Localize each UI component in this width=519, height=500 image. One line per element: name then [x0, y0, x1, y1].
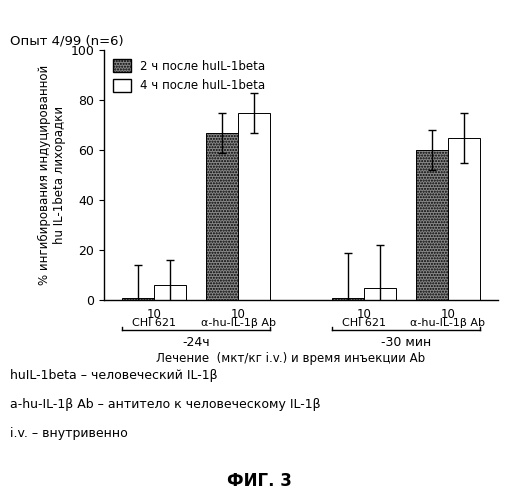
Text: ФИГ. 3: ФИГ. 3 [227, 472, 292, 490]
Text: 10: 10 [147, 308, 161, 320]
Y-axis label: % ингибирования индуцированной
hu IL-1beta лихорадки: % ингибирования индуцированной hu IL-1be… [38, 65, 66, 285]
Bar [416, 150, 448, 300]
Bar [206, 132, 238, 300]
Bar [238, 112, 270, 300]
Text: i.v. – внутривенно: i.v. – внутривенно [10, 427, 128, 440]
Text: CHI 621: CHI 621 [132, 318, 176, 328]
Bar [332, 298, 364, 300]
Text: α-hu-IL-1β Ab: α-hu-IL-1β Ab [200, 318, 276, 328]
Legend: 2 ч после huIL-1beta, 4 ч после huIL-1beta: 2 ч после huIL-1beta, 4 ч после huIL-1be… [110, 56, 269, 96]
Text: -30 мин: -30 мин [381, 336, 431, 349]
Bar [364, 288, 396, 300]
Text: CHI 621: CHI 621 [342, 318, 386, 328]
Text: 10: 10 [441, 308, 455, 320]
Bar [448, 138, 480, 300]
Text: 10: 10 [357, 308, 372, 320]
Text: 10: 10 [230, 308, 245, 320]
Text: huIL-1beta – человеческий IL-1β: huIL-1beta – человеческий IL-1β [10, 369, 218, 382]
Text: Опыт 4/99 (n=6): Опыт 4/99 (n=6) [10, 35, 124, 48]
Bar [154, 285, 186, 300]
Bar [122, 298, 154, 300]
Text: α-hu-IL-1β Ab: α-hu-IL-1β Ab [411, 318, 485, 328]
Text: Лечение  (мкт/кг i.v.) и время инъекции Ab: Лечение (мкт/кг i.v.) и время инъекции A… [156, 352, 425, 365]
Text: a-hu-IL-1β Ab – антитело к человеческому IL-1β: a-hu-IL-1β Ab – антитело к человеческому… [10, 398, 321, 411]
Text: -24ч: -24ч [182, 336, 210, 349]
